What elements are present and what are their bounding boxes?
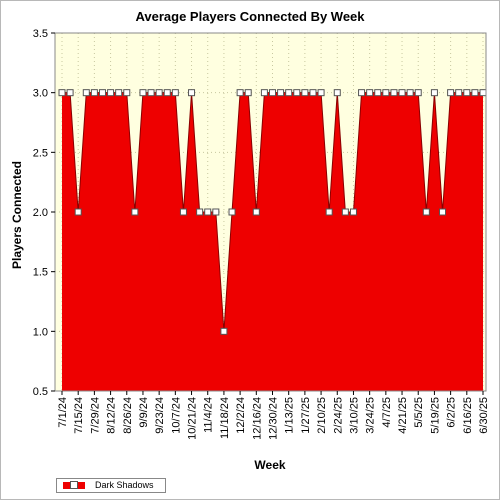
data-point [366,89,374,97]
x-tick-label: 12/30/24 [268,397,280,440]
x-tick-label: 9/9/24 [138,397,150,428]
y-tick-label: 0.5 [33,386,48,398]
x-tick-label: 12/16/24 [251,397,263,440]
x-tick-label: 1/13/25 [284,397,296,434]
data-point [220,327,228,335]
data-point [90,89,98,97]
chart-title: Average Players Connected By Week [135,9,365,24]
data-point [147,89,155,97]
legend: Dark Shadows [56,478,166,493]
data-point [82,89,90,97]
x-tick-label: 6/16/25 [462,397,474,434]
data-point [66,89,74,97]
data-point [260,89,268,97]
data-point [196,208,204,216]
data-point [414,89,422,97]
x-tick-label: 8/26/24 [122,397,134,434]
data-point [123,89,131,97]
data-point [390,89,398,97]
data-point [179,208,187,216]
data-point [439,208,447,216]
data-point [447,89,455,97]
data-point [374,89,382,97]
legend-marker [70,481,78,489]
data-point [471,89,479,97]
data-point [285,89,293,97]
y-tick-label: 3.5 [33,28,48,40]
data-point [309,89,317,97]
y-tick-label: 2.0 [33,207,48,219]
x-axis-label: Week [254,458,286,472]
data-point [244,89,252,97]
data-point [301,89,309,97]
data-point [58,89,66,97]
data-point [212,208,220,216]
x-tick-label: 9/23/24 [154,397,166,434]
x-tick-label: 11/4/24 [203,397,215,433]
x-tick-label: 3/24/25 [365,397,377,434]
data-point [115,89,123,97]
x-tick-label: 2/24/25 [332,397,344,434]
x-tick-label: 7/15/24 [73,397,85,434]
y-axis-label: Players Connected [10,160,24,270]
data-point [358,89,366,97]
data-point [333,89,341,97]
x-tick-label: 5/19/25 [429,397,441,434]
x-tick-label: 1/27/25 [300,397,312,434]
data-point [325,208,333,216]
data-point [398,89,406,97]
x-tick-label: 6/2/25 [446,397,458,428]
series-area [62,92,483,392]
data-point [317,89,325,97]
x-tick-label: 11/18/24 [219,397,231,439]
x-tick-label: 4/7/25 [381,397,393,428]
x-tick-label: 10/21/24 [187,397,199,440]
y-tick-label: 1.0 [33,326,48,338]
data-point [155,89,163,97]
data-point [163,89,171,97]
data-point [269,89,276,97]
x-tick-label: 5/5/25 [413,397,425,428]
x-tick-label: 7/1/24 [57,397,69,428]
x-tick-label: 10/7/24 [170,397,182,434]
data-point [430,89,438,97]
data-point [422,208,430,216]
x-tick-label: 3/10/25 [348,397,360,434]
data-point [228,208,236,216]
data-point [406,89,414,97]
data-point [171,89,179,97]
data-point [139,89,147,97]
x-tick-label: 7/29/24 [89,397,101,434]
data-point [479,89,487,97]
x-tick-label: 8/12/24 [106,397,118,434]
y-tick-label: 1.5 [33,267,48,279]
data-point [293,89,301,97]
data-point [455,89,463,97]
data-point [349,208,357,216]
data-point [204,208,212,216]
data-point [463,89,471,97]
data-point [98,89,106,97]
data-point [341,208,349,216]
data-point [188,89,196,97]
y-tick-label: 3.0 [33,88,48,100]
data-point [382,89,390,97]
x-tick-label: 4/21/25 [397,397,409,434]
data-point [107,89,115,97]
data-point [252,208,260,216]
data-point [74,208,82,216]
x-tick-label: 12/2/24 [235,397,247,434]
data-point [277,89,285,97]
y-tick-label: 2.5 [33,147,48,159]
x-tick-label: 2/10/25 [316,397,328,434]
legend-label: Dark Shadows [95,480,154,490]
data-point [236,89,244,97]
x-tick-label: 6/30/25 [478,397,490,434]
data-point [131,208,139,216]
